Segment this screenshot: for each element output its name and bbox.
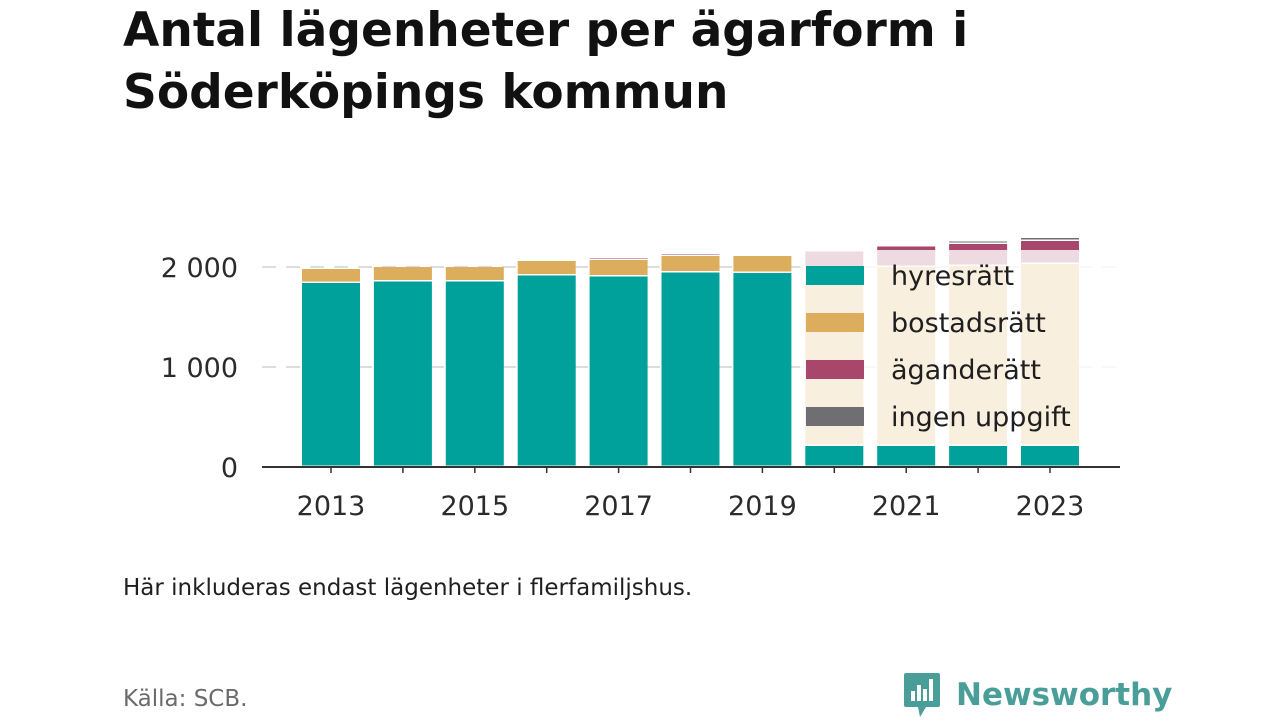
bar-segment [805, 446, 864, 466]
bar-segment [445, 267, 504, 280]
legend-label: ingen uppgift [891, 402, 1071, 433]
bar-segment [949, 446, 1008, 466]
bar-segment [877, 446, 936, 466]
chart-note: Här inkluderas endast lägenheter i flerf… [123, 575, 693, 601]
chart-title: Antal lägenheter per ägarform i Söderköp… [123, 3, 969, 120]
bar-segment [949, 241, 1008, 243]
brand-logo: Newsworthy [902, 670, 1172, 720]
y-tick-label: 2 000 [161, 253, 238, 284]
legend-label: äganderätt [891, 355, 1041, 386]
legend-swatch [806, 313, 864, 332]
bar-segment [661, 256, 720, 271]
y-tick-label: 0 [221, 453, 238, 484]
source-text: Källa: SCB. [123, 686, 248, 712]
x-tick-label: 2017 [584, 491, 653, 522]
x-tick-label: 2013 [297, 491, 366, 522]
bar-segment [733, 273, 792, 466]
legend-label: hyresrätt [891, 261, 1014, 292]
bar-segment [661, 272, 720, 466]
bar-segment [302, 269, 360, 282]
bar-segment [517, 261, 576, 274]
bar-segment [302, 283, 360, 466]
bar-segment [1021, 238, 1079, 240]
x-tick-label: 2021 [872, 491, 941, 522]
legend-swatch [806, 407, 864, 426]
x-tick-label: 2023 [1016, 491, 1085, 522]
newsworthy-logo-icon [904, 673, 940, 717]
bar-segment [1021, 446, 1079, 466]
bar-segment [373, 281, 432, 466]
bar-segment [445, 281, 504, 466]
y-tick-label: 1 000 [161, 353, 238, 384]
bar-segment [661, 254, 720, 255]
bar-segment [589, 258, 648, 259]
bar-segment [589, 260, 648, 275]
legend-swatch [806, 360, 864, 379]
bar-segment [733, 256, 792, 272]
x-tick-label: 2019 [728, 491, 797, 522]
legend-label: bostadsrätt [891, 308, 1046, 339]
bar-segment [517, 275, 576, 466]
legend-swatch [806, 266, 864, 285]
brand-name: Newsworthy [956, 677, 1173, 713]
bar-segment [373, 267, 432, 280]
bar-segment [589, 276, 648, 466]
x-tick-label: 2015 [440, 491, 509, 522]
